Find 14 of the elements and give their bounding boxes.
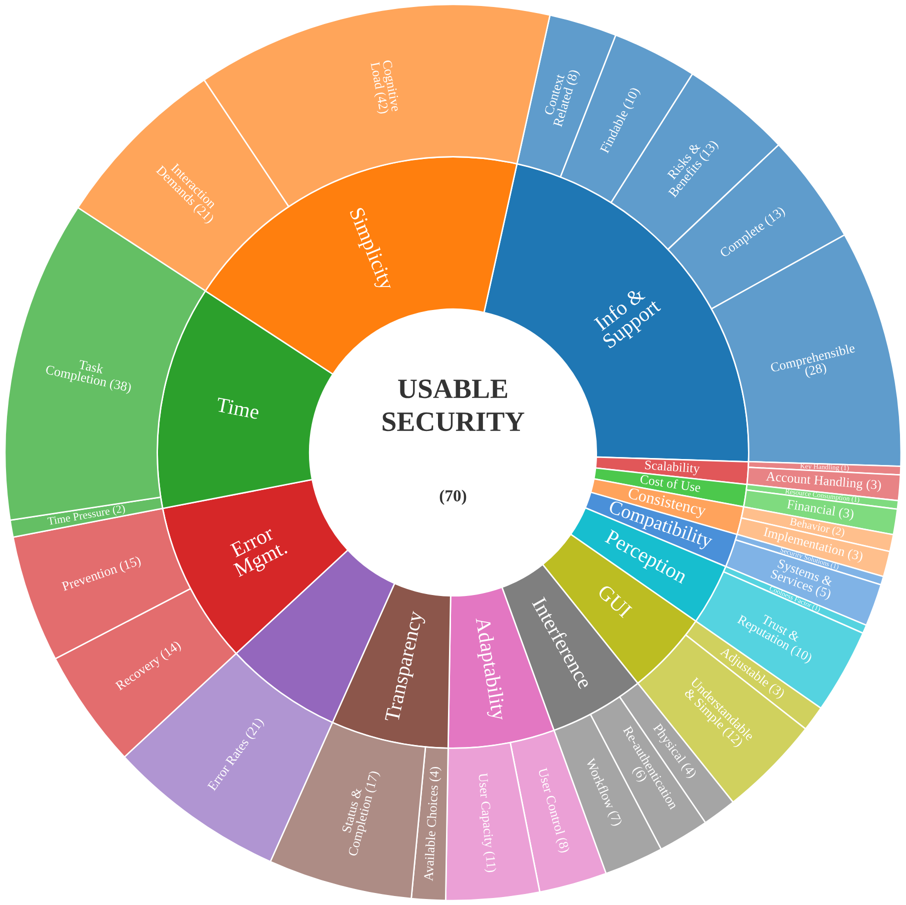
data-label: Error Mgmt. [230, 526, 290, 581]
data-label: Context Related (8) [544, 69, 581, 128]
text: (70) [440, 490, 466, 505]
data-label: Cognitive Load (42) [368, 60, 401, 114]
data-label: Adaptability [471, 616, 508, 722]
data-label: User Capacity (11) [476, 772, 497, 873]
text: USABLE SECURITY [382, 380, 524, 432]
data-label: Time Pressure (2) [47, 504, 126, 528]
data-label: Time [216, 397, 260, 420]
data-label: User Control (8) [535, 767, 570, 854]
data-label: GUI [596, 584, 632, 618]
data-label: Scalability [644, 460, 700, 476]
data-label: Task Completion (38) [44, 360, 132, 395]
data-label: Available Choices (4) [424, 766, 442, 882]
